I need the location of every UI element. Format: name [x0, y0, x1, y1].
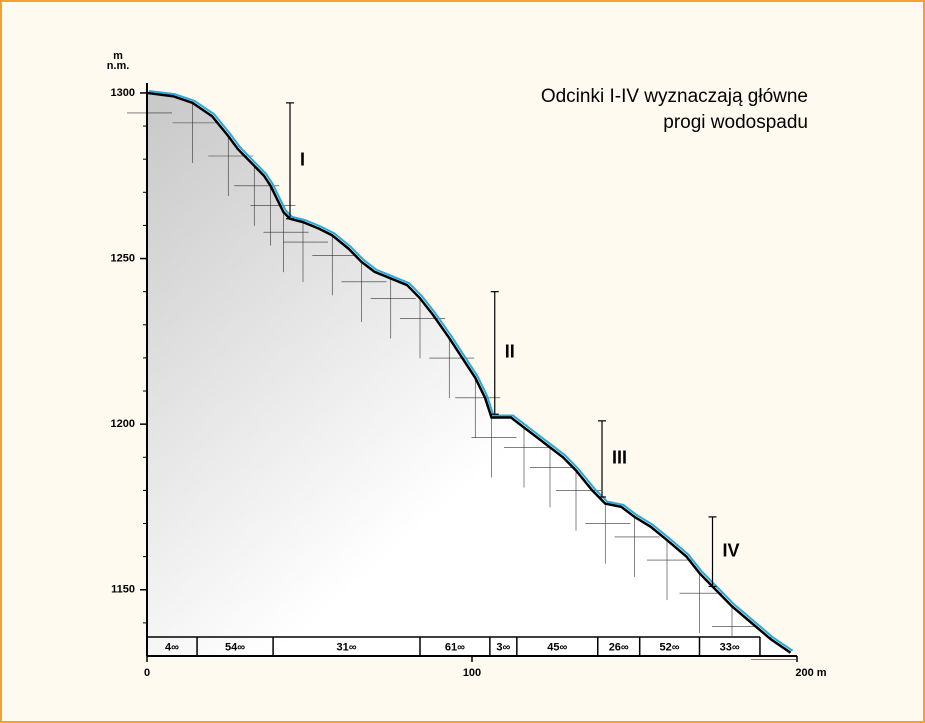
segment-label: I: [300, 150, 305, 170]
slope-label: 3∞: [496, 641, 510, 653]
x-tick-label: 100: [463, 667, 481, 679]
segment-label: III: [612, 448, 627, 468]
x-tick-label: 0: [144, 667, 150, 679]
y-tick-label: 1300: [111, 87, 135, 99]
slope-label: 54∞: [225, 641, 245, 653]
y-tick-label: 1150: [111, 584, 135, 596]
segment-label: IV: [723, 540, 740, 560]
y-tick-label: 1200: [111, 418, 135, 430]
profile-line: [146, 91, 792, 654]
slope-label: 4∞: [165, 641, 179, 653]
annotation: progi wodospadu: [663, 112, 808, 133]
slope-label: 52∞: [660, 641, 680, 653]
rock-area: [147, 92, 791, 657]
slope-label: 26∞: [609, 641, 629, 653]
annotation: Odcinki I-IV wyznaczają główne: [541, 86, 808, 107]
x-tick-label: 200 m: [795, 667, 826, 679]
slope-label: 33∞: [720, 641, 740, 653]
slope-label: 61∞: [445, 641, 465, 653]
y-axis-label: n.m.: [107, 60, 130, 72]
slope-label: 45∞: [547, 641, 567, 653]
y-axis-label: m: [113, 50, 123, 62]
segment-label: II: [505, 342, 515, 362]
slope-label: 31∞: [337, 641, 357, 653]
y-tick-label: 1250: [111, 252, 135, 264]
water-line: [148, 89, 794, 652]
